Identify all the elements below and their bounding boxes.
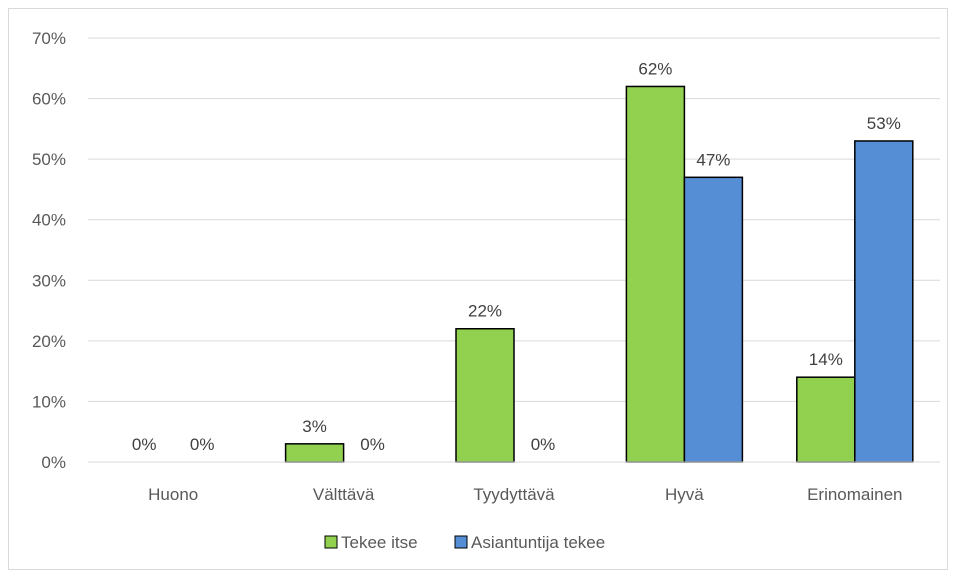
bar-tekee-itse [284, 443, 345, 463]
y-tick-label: 10% [32, 392, 66, 411]
data-label: 0% [190, 435, 215, 454]
legend-label: Tekee itse [341, 533, 418, 552]
bar-asiantuntija-tekee [683, 176, 744, 463]
x-tick-label: Erinomainen [807, 485, 902, 504]
y-tick-label: 20% [32, 332, 66, 351]
y-tick-label: 50% [32, 150, 66, 169]
legend-label: Asiantuntija tekee [471, 533, 605, 552]
bar-tekee-itse [796, 376, 856, 463]
data-label: 47% [696, 150, 730, 169]
y-tick-label: 30% [32, 271, 66, 290]
legend-swatch [324, 535, 338, 549]
x-tick-label: Huono [148, 485, 198, 504]
data-label: 0% [360, 435, 385, 454]
x-tick-label: Tyydyttävä [473, 485, 555, 504]
bar-tekee-itse [455, 327, 515, 463]
data-label: 0% [132, 435, 157, 454]
data-label: 22% [468, 302, 502, 321]
bar-tekee-itse [625, 85, 686, 463]
legend-swatch [454, 535, 468, 549]
bar-asiantuntija-tekee [854, 140, 914, 463]
y-tick-label: 60% [32, 90, 66, 109]
x-tick-label: Hyvä [665, 485, 704, 504]
chart-area [8, 8, 948, 570]
data-label: 53% [867, 114, 901, 133]
y-tick-label: 0% [41, 453, 66, 472]
data-label: 3% [302, 417, 327, 436]
data-label: 62% [638, 59, 672, 78]
x-tick-label: Välttävä [313, 485, 375, 504]
data-label: 14% [809, 350, 843, 369]
y-tick-label: 70% [32, 29, 66, 48]
data-label: 0% [531, 435, 556, 454]
y-tick-label: 40% [32, 211, 66, 230]
